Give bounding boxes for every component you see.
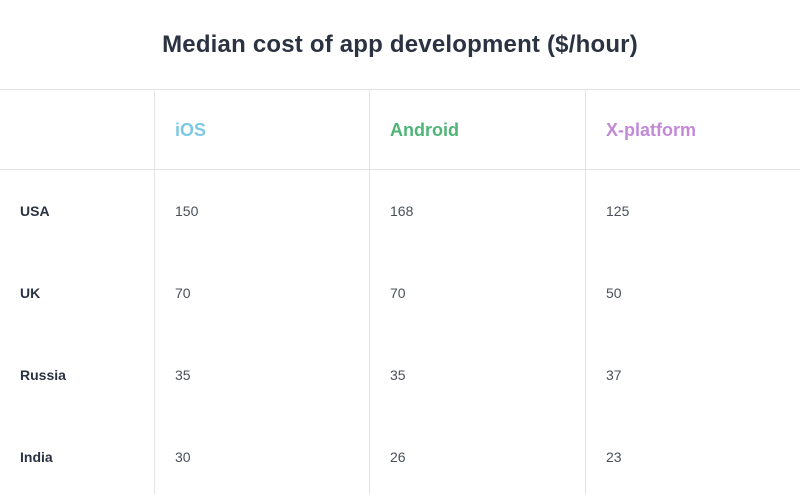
table-cell: 30 (175, 449, 191, 465)
table-cell: 26 (390, 449, 406, 465)
table-cell: 168 (390, 203, 414, 219)
table-cell: 125 (606, 203, 630, 219)
table-cell: 70 (175, 285, 191, 301)
table-row: USA 150 168 125 (0, 170, 800, 252)
column-divider (369, 90, 370, 494)
table-cell: 150 (175, 203, 199, 219)
row-label: USA (20, 203, 50, 219)
table-cell: 35 (175, 367, 191, 383)
table-cell: 70 (390, 285, 406, 301)
row-label: India (20, 449, 53, 465)
table-cell: 37 (606, 367, 622, 383)
column-header-ios: iOS (175, 119, 207, 140)
table-row: UK 70 70 50 (0, 252, 800, 334)
column-divider (585, 90, 586, 494)
column-divider (154, 90, 155, 494)
cost-table: iOS Android X-platform USA 150 168 125 U… (0, 89, 800, 494)
chart-title: Median cost of app development ($/hour) (162, 30, 638, 58)
column-header-x-platform: X-platform (606, 119, 696, 140)
table-cell: 35 (390, 367, 406, 383)
table-header-row (0, 90, 800, 170)
table-cell: 50 (606, 285, 622, 301)
table-row: India 30 26 23 (0, 416, 800, 494)
column-header-android: Android (390, 119, 459, 140)
table-row: Russia 35 35 37 (0, 334, 800, 416)
row-label: Russia (20, 367, 66, 383)
row-label: UK (20, 285, 41, 301)
table-cell: 23 (606, 449, 622, 465)
